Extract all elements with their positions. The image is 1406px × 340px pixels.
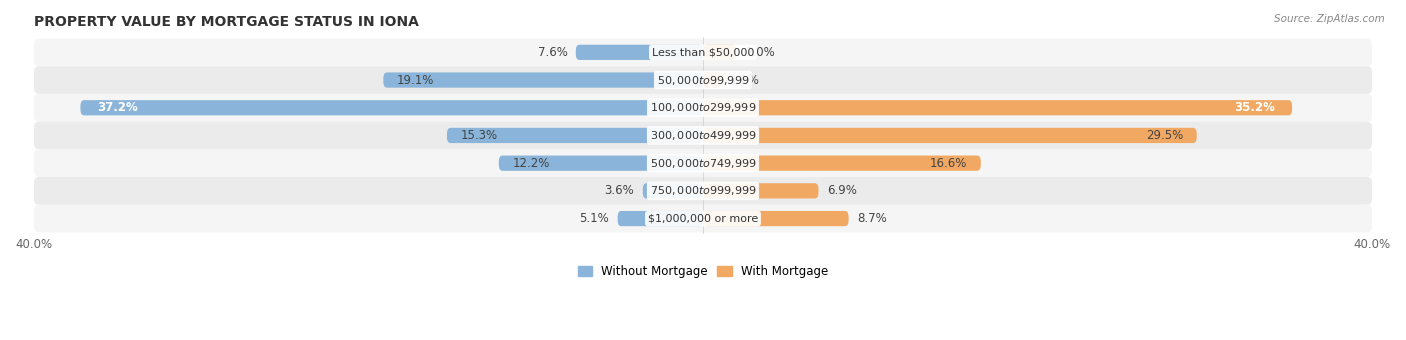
Text: 15.3%: 15.3% <box>460 129 498 142</box>
Text: $500,000 to $749,999: $500,000 to $749,999 <box>650 157 756 170</box>
Text: 8.7%: 8.7% <box>858 212 887 225</box>
FancyBboxPatch shape <box>34 122 1372 149</box>
FancyBboxPatch shape <box>34 38 1372 66</box>
Text: 3.6%: 3.6% <box>605 184 634 197</box>
Text: 2.0%: 2.0% <box>745 46 775 59</box>
Text: 37.2%: 37.2% <box>97 101 138 114</box>
FancyBboxPatch shape <box>703 183 818 199</box>
Text: Less than $50,000: Less than $50,000 <box>652 47 754 57</box>
Legend: Without Mortgage, With Mortgage: Without Mortgage, With Mortgage <box>574 260 832 283</box>
FancyBboxPatch shape <box>617 211 703 226</box>
Text: 29.5%: 29.5% <box>1146 129 1184 142</box>
FancyBboxPatch shape <box>703 211 849 226</box>
FancyBboxPatch shape <box>703 45 737 60</box>
Text: 1.1%: 1.1% <box>730 73 759 87</box>
Text: $50,000 to $99,999: $50,000 to $99,999 <box>657 73 749 87</box>
Text: 35.2%: 35.2% <box>1234 101 1275 114</box>
FancyBboxPatch shape <box>703 100 1292 115</box>
FancyBboxPatch shape <box>643 183 703 199</box>
Text: $100,000 to $299,999: $100,000 to $299,999 <box>650 101 756 114</box>
Text: PROPERTY VALUE BY MORTGAGE STATUS IN IONA: PROPERTY VALUE BY MORTGAGE STATUS IN ION… <box>34 15 419 29</box>
FancyBboxPatch shape <box>34 149 1372 177</box>
FancyBboxPatch shape <box>576 45 703 60</box>
Text: 16.6%: 16.6% <box>929 157 967 170</box>
Text: 19.1%: 19.1% <box>396 73 434 87</box>
Text: $300,000 to $499,999: $300,000 to $499,999 <box>650 129 756 142</box>
Text: $1,000,000 or more: $1,000,000 or more <box>648 214 758 224</box>
FancyBboxPatch shape <box>703 72 721 88</box>
FancyBboxPatch shape <box>499 155 703 171</box>
Text: Source: ZipAtlas.com: Source: ZipAtlas.com <box>1274 14 1385 23</box>
FancyBboxPatch shape <box>447 128 703 143</box>
FancyBboxPatch shape <box>384 72 703 88</box>
FancyBboxPatch shape <box>34 94 1372 122</box>
Text: 12.2%: 12.2% <box>512 157 550 170</box>
Text: 7.6%: 7.6% <box>537 46 568 59</box>
FancyBboxPatch shape <box>34 66 1372 94</box>
FancyBboxPatch shape <box>703 155 981 171</box>
Text: 5.1%: 5.1% <box>579 212 609 225</box>
Text: 6.9%: 6.9% <box>827 184 856 197</box>
FancyBboxPatch shape <box>34 205 1372 233</box>
FancyBboxPatch shape <box>34 177 1372 205</box>
Text: $750,000 to $999,999: $750,000 to $999,999 <box>650 184 756 197</box>
FancyBboxPatch shape <box>80 100 703 115</box>
FancyBboxPatch shape <box>703 128 1197 143</box>
